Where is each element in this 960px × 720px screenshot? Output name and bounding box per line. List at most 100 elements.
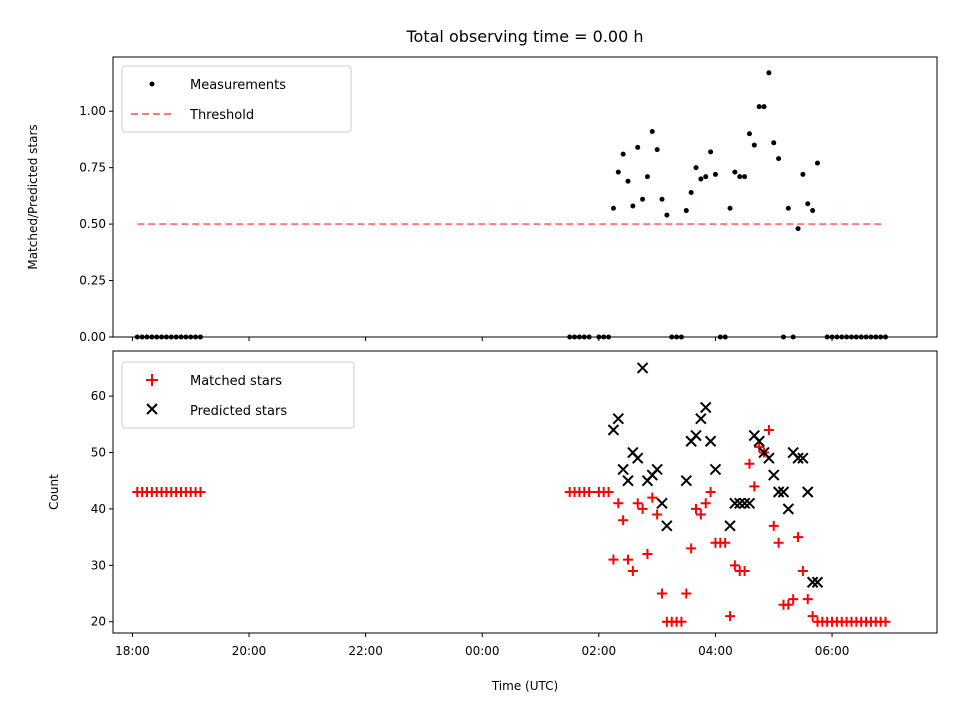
measurement-point [708, 149, 714, 155]
measurement-point [601, 334, 607, 340]
predicted-star-point [797, 452, 809, 464]
measurement-point [785, 205, 791, 211]
measurement-point [644, 174, 650, 180]
matched-star-point [700, 498, 711, 509]
predicted-star-point [612, 412, 624, 425]
x-tick-label: 06:00 [815, 644, 850, 658]
measurement-point [771, 140, 777, 146]
measurement-point [154, 334, 160, 340]
matched-star-point [603, 487, 614, 497]
matched-star-point [754, 441, 765, 452]
bottom-x-ticks: 18:00 20:00 22:00 00:00 02:00 04:00 06:00 [115, 633, 849, 658]
measurement-point [193, 334, 199, 340]
legend-label-matched: Matched stars [190, 374, 282, 389]
measurement-point [883, 334, 888, 340]
measurement-point [746, 131, 752, 137]
predicted-star-point [806, 576, 819, 588]
top-y-tick-label: 1.00 [79, 104, 106, 118]
measurement-point [693, 165, 699, 171]
matched-star-point [623, 554, 633, 565]
legend-marker-measurements [149, 81, 155, 87]
measurement-point [188, 334, 194, 340]
predicted-star-point [661, 520, 673, 532]
matched-star-point [729, 560, 740, 571]
measurement-point [596, 334, 602, 340]
measurement-point [853, 334, 859, 340]
measurement-point [761, 104, 767, 110]
measurement-point [678, 334, 684, 340]
predicted-star-point [763, 452, 775, 464]
measurement-point [654, 147, 660, 153]
measurement-point [717, 334, 723, 340]
measurement-point [615, 169, 621, 175]
top-y-tick-label: 0.75 [79, 161, 106, 175]
predicted-star-point [656, 497, 668, 509]
predicted-star-point [768, 469, 780, 481]
measurement-point [576, 334, 582, 340]
predicted-star-point [777, 486, 790, 498]
measurement-point [163, 334, 169, 340]
measurement-point [844, 334, 850, 340]
measurement-point [766, 70, 772, 76]
matched-star-point [725, 611, 736, 622]
predicted-star-point [729, 497, 741, 509]
bottom-y-ticks: 20 30 40 50 60 [91, 389, 113, 629]
top-legend: Measurements Threshold [121, 65, 352, 133]
measurement-point [780, 334, 786, 340]
matched-star-point [807, 611, 818, 622]
matched-star-point [705, 487, 716, 497]
matched-star-point [681, 588, 692, 599]
measurement-point [640, 196, 646, 202]
measurement-point [144, 334, 150, 340]
predicted-star-point [651, 463, 663, 476]
bottom-y-tick-label: 50 [91, 446, 106, 460]
matched-star-point [642, 549, 653, 560]
matched-star-point [632, 498, 643, 509]
measurement-point [858, 334, 864, 340]
predicted-star-point [632, 452, 644, 464]
bottom-panel: 20 30 40 50 60 18:00 20:00 22:00 00:00 02:00 04:0… [47, 350, 938, 693]
measurement-point [776, 156, 782, 162]
top-y-tick-label: 0.00 [79, 330, 106, 344]
measurement-point [756, 104, 762, 110]
measurement-point [732, 169, 738, 175]
measurement-point [790, 334, 796, 340]
matched-star-point [749, 481, 760, 492]
measurement-point [572, 334, 578, 340]
predicted-star-point [738, 497, 751, 509]
x-tick-label: 22:00 [348, 644, 383, 658]
top-plot-area [112, 56, 938, 338]
chart-title: Total observing time = 0.00 h [405, 27, 643, 46]
predicted-star-point [811, 576, 824, 588]
matched-star-point [793, 532, 804, 543]
measurement-point [567, 334, 573, 340]
measurement-point [727, 205, 733, 211]
matched-star-point [880, 616, 891, 627]
measurement-point [586, 334, 592, 340]
measurement-point [168, 334, 174, 340]
predicted-star-point [772, 486, 785, 498]
matched-star-point [657, 588, 668, 599]
top-legend-box [121, 65, 352, 133]
legend-label-threshold: Threshold [189, 108, 254, 123]
matched-star-point [763, 424, 774, 435]
predicted-star-point [704, 435, 717, 447]
measurement-point [606, 334, 612, 340]
measurement-point [625, 178, 631, 184]
measurement-point [610, 205, 616, 211]
predicted-star-point [753, 435, 765, 447]
measurement-point [674, 334, 680, 340]
predicted-star-point [695, 412, 707, 425]
matched-star-point [739, 565, 750, 576]
measurement-point [134, 334, 140, 340]
measurement-point [581, 334, 587, 340]
measurement-point [159, 334, 165, 340]
measurement-point [703, 174, 709, 180]
top-y-axis-label: Matched/Predicted stars [26, 124, 40, 269]
matched-star-point [676, 616, 687, 627]
bottom-y-tick-label: 30 [91, 558, 106, 572]
measurement-point [669, 334, 675, 340]
top-y-tick-label: 0.25 [79, 274, 106, 288]
measurement-point [873, 334, 879, 340]
bottom-y-tick-label: 20 [91, 615, 106, 629]
